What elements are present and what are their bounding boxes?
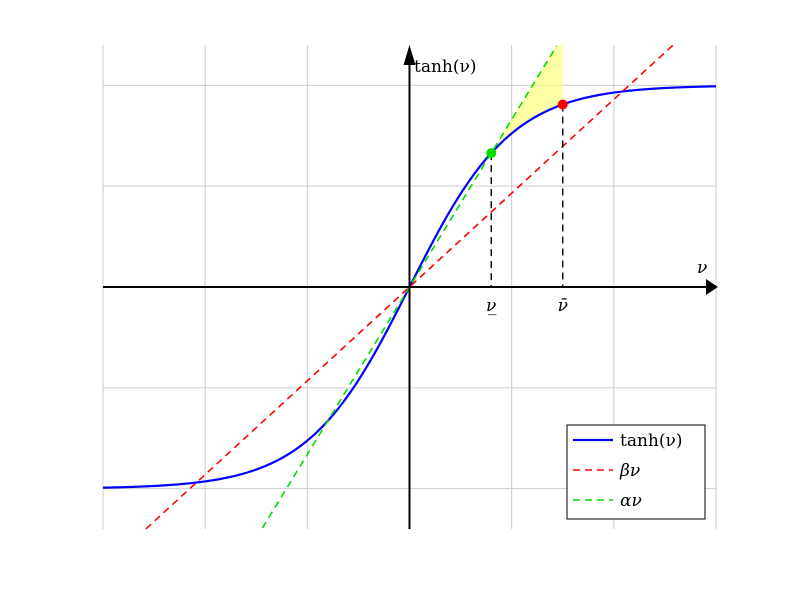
x-axis-arrow (706, 279, 718, 295)
highlighted-points (486, 99, 568, 159)
point-1 (557, 99, 568, 110)
marker-label-0: ν̲ (486, 296, 496, 316)
x-axis-label: ν (697, 258, 707, 278)
axes (103, 45, 718, 529)
highlight-area (491, 45, 563, 154)
y-axis-arrow (403, 45, 416, 65)
marker-lines: ν̲ ν̄ (486, 104, 568, 316)
legend-label-tanh: tanh(ν) (620, 431, 682, 451)
legend-label-alpha: αν (620, 491, 642, 511)
y-axis-label: tanh(ν) (414, 57, 476, 77)
legend: tanh(ν) βν αν (566, 424, 706, 520)
marker-label-1: ν̄ (558, 296, 568, 316)
point-0 (486, 148, 497, 159)
legend-label-beta: βν (619, 461, 640, 481)
shaded-region (491, 45, 563, 154)
